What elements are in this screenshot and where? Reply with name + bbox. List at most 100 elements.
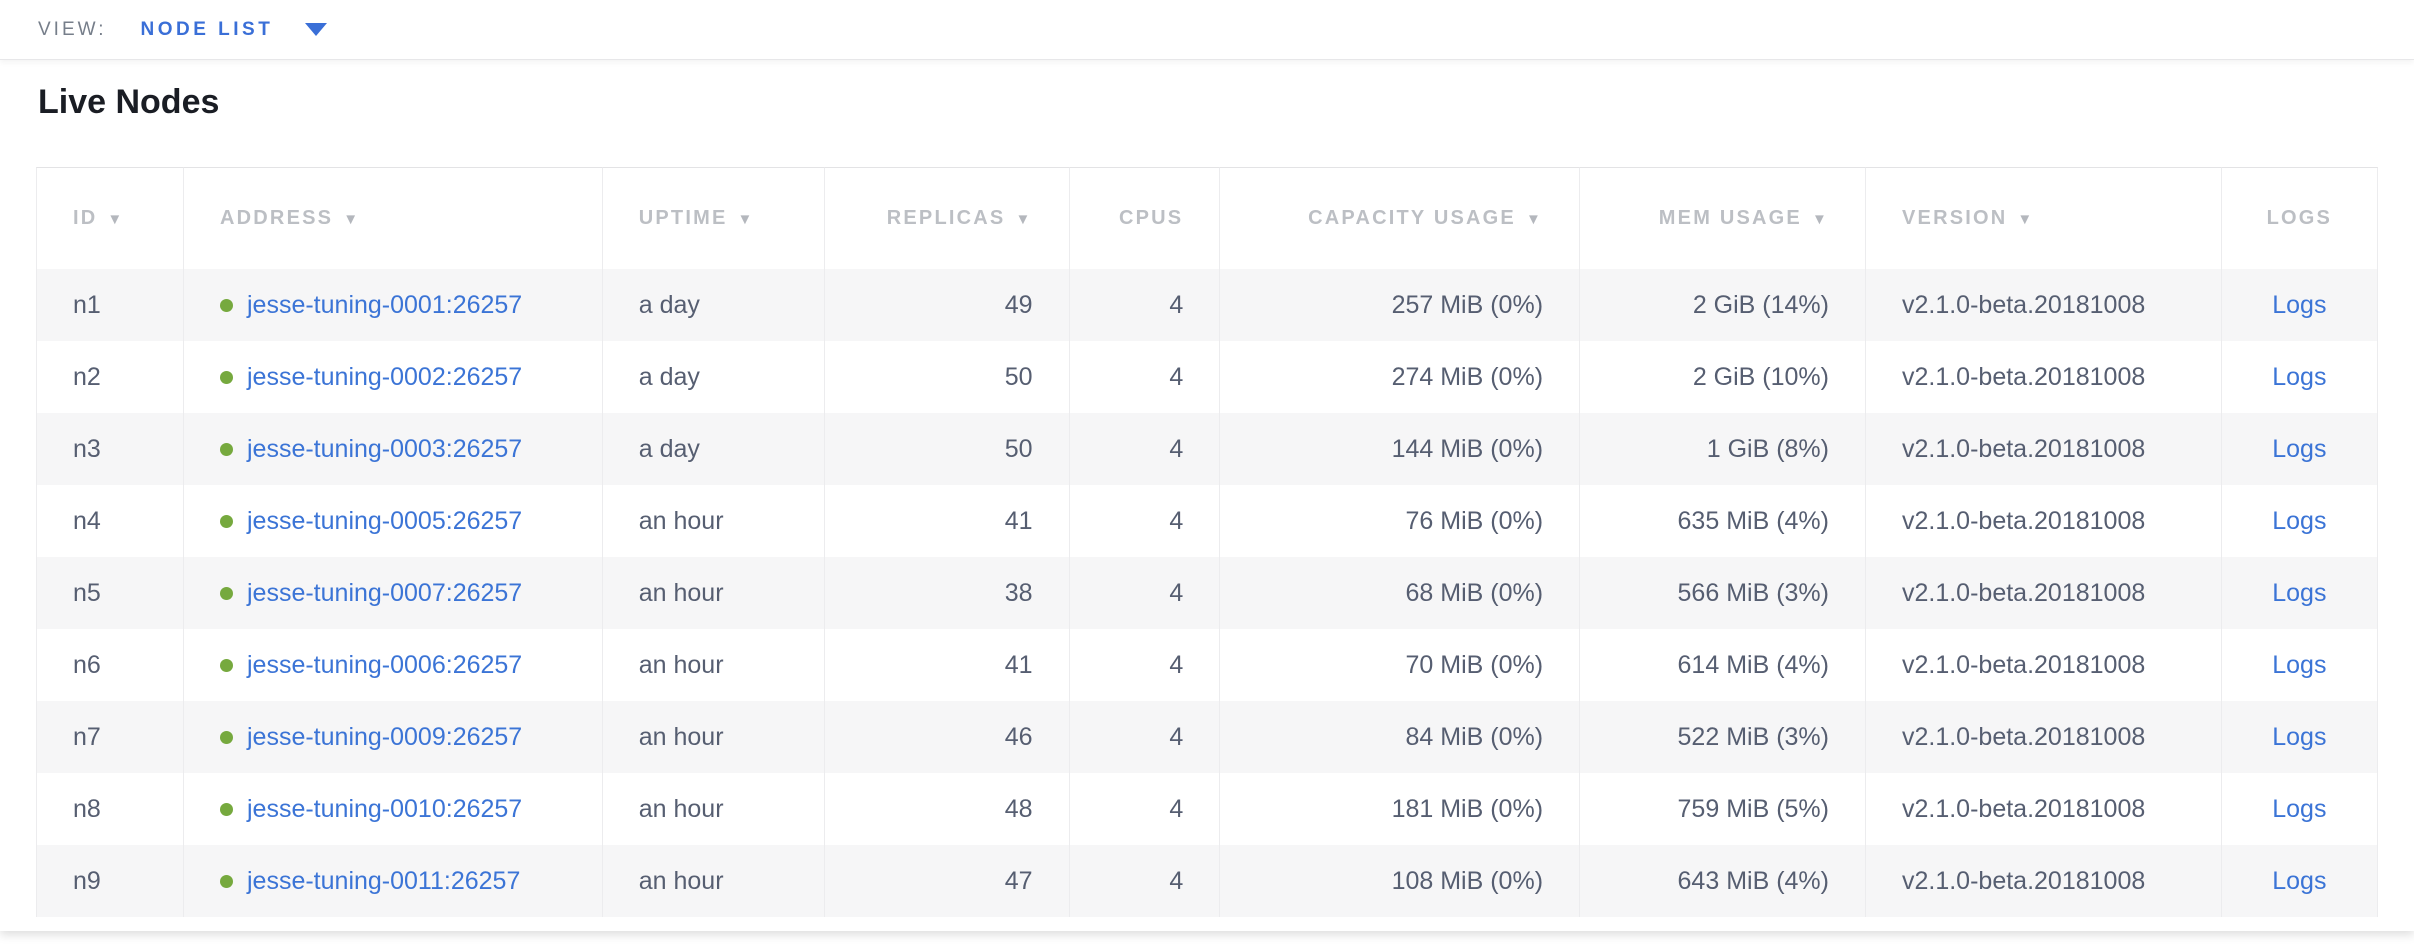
node-logs-cell: Logs [2221, 341, 2378, 413]
column-header-uptime[interactable]: UPTIME ▼ [602, 167, 825, 269]
logs-link[interactable]: Logs [2272, 506, 2327, 535]
node-address-link[interactable]: jesse-tuning-0009:26257 [247, 722, 523, 751]
logs-link[interactable]: Logs [2272, 794, 2327, 823]
view-dropdown[interactable]: NODE LIST [141, 19, 328, 41]
node-capacity-usage: 257 MiB (0%) [1391, 290, 1544, 319]
node-mem-usage: 643 MiB (4%) [1677, 866, 1829, 895]
sort-descending-icon: ▼ [1811, 211, 1829, 228]
table-header-row: ID ▼ ADDRESS ▼ UPTIME ▼ REPLICAS ▼ CPUS CAPACITY … [36, 167, 2378, 269]
column-header-address[interactable]: ADDRESS ▼ [184, 167, 603, 269]
node-logs-cell: Logs [2221, 485, 2378, 557]
logs-link[interactable]: Logs [2272, 650, 2327, 679]
view-dropdown-value[interactable]: NODE LIST [140, 18, 274, 40]
table-row: n5 jesse-tuning-0007:26257 an hour 38 4 … [36, 557, 2378, 629]
node-uptime-cell: an hour [602, 845, 825, 917]
node-address-cell: jesse-tuning-0003:26257 [184, 413, 603, 485]
node-id-cell: n4 [36, 485, 184, 557]
view-label: VIEW: [38, 18, 107, 40]
logs-link[interactable]: Logs [2272, 434, 2327, 463]
node-version: v2.1.0-beta.20181008 [1901, 866, 2146, 895]
node-address-cell: jesse-tuning-0011:26257 [184, 845, 603, 917]
node-capacity-usage-cell: 181 MiB (0%) [1220, 773, 1581, 845]
node-replicas-cell: 47 [824, 845, 1070, 917]
column-header-logs: LOGS [2221, 167, 2378, 269]
node-replicas: 50 [1004, 434, 1033, 463]
node-capacity-usage: 70 MiB (0%) [1405, 650, 1544, 679]
node-replicas-cell: 41 [824, 485, 1070, 557]
node-capacity-usage-cell: 108 MiB (0%) [1220, 845, 1581, 917]
logs-link[interactable]: Logs [2272, 362, 2327, 391]
node-mem-usage-cell: 522 MiB (3%) [1580, 701, 1866, 773]
node-version-cell: v2.1.0-beta.20181008 [1865, 629, 2222, 701]
column-header-mem[interactable]: MEM USAGE ▼ [1580, 167, 1866, 269]
node-capacity-usage-cell: 257 MiB (0%) [1220, 269, 1581, 341]
node-id-cell: n2 [36, 341, 184, 413]
node-mem-usage: 635 MiB (4%) [1677, 506, 1829, 535]
node-id-cell: n3 [36, 413, 184, 485]
logs-link[interactable]: Logs [2272, 722, 2327, 751]
node-uptime-cell: an hour [602, 485, 825, 557]
node-capacity-usage-cell: 144 MiB (0%) [1220, 413, 1581, 485]
node-cpus-cell: 4 [1069, 845, 1221, 917]
node-version: v2.1.0-beta.20181008 [1901, 290, 2146, 319]
node-cpus: 4 [1169, 650, 1184, 679]
node-mem-usage-cell: 643 MiB (4%) [1580, 845, 1866, 917]
node-version-cell: v2.1.0-beta.20181008 [1865, 773, 2222, 845]
node-address-link[interactable]: jesse-tuning-0011:26257 [247, 866, 521, 895]
node-address-link[interactable]: jesse-tuning-0002:26257 [247, 362, 523, 391]
column-header-replicas[interactable]: REPLICAS ▼ [824, 167, 1070, 269]
node-cpus: 4 [1169, 866, 1184, 895]
node-logs-cell: Logs [2221, 845, 2378, 917]
column-header-id[interactable]: ID ▼ [36, 167, 184, 269]
node-address-link[interactable]: jesse-tuning-0006:26257 [247, 650, 523, 679]
column-header-label: ID [73, 207, 98, 229]
node-replicas-cell: 41 [824, 629, 1070, 701]
node-version: v2.1.0-beta.20181008 [1901, 794, 2146, 823]
node-mem-usage: 2 GiB (14%) [1692, 290, 1829, 319]
node-logs-cell: Logs [2221, 629, 2378, 701]
node-address-cell: jesse-tuning-0010:26257 [184, 773, 603, 845]
node-id: n5 [73, 578, 101, 607]
logs-link[interactable]: Logs [2272, 290, 2327, 319]
column-header-capacity[interactable]: CAPACITY USAGE ▼ [1220, 167, 1581, 269]
node-uptime: a day [638, 290, 700, 319]
node-id: n7 [73, 722, 101, 751]
node-capacity-usage: 84 MiB (0%) [1405, 722, 1544, 751]
column-header-label: CPUS [1118, 207, 1184, 229]
node-capacity-usage-cell: 68 MiB (0%) [1220, 557, 1581, 629]
node-version: v2.1.0-beta.20181008 [1901, 434, 2146, 463]
column-header-label: UPTIME [638, 207, 728, 229]
node-version-cell: v2.1.0-beta.20181008 [1865, 485, 2222, 557]
node-cpus-cell: 4 [1069, 413, 1221, 485]
node-version-cell: v2.1.0-beta.20181008 [1865, 701, 2222, 773]
table-row: n8 jesse-tuning-0010:26257 an hour 48 4 … [36, 773, 2378, 845]
node-address-cell: jesse-tuning-0002:26257 [184, 341, 603, 413]
logs-link[interactable]: Logs [2272, 578, 2327, 607]
node-address-link[interactable]: jesse-tuning-0003:26257 [247, 434, 523, 463]
node-address-link[interactable]: jesse-tuning-0007:26257 [247, 578, 523, 607]
node-uptime-cell: a day [602, 269, 825, 341]
logs-link[interactable]: Logs [2272, 866, 2327, 895]
node-id-cell: n9 [36, 845, 184, 917]
node-address-link[interactable]: jesse-tuning-0005:26257 [247, 506, 523, 535]
sort-descending-icon: ▼ [343, 211, 361, 228]
node-address-link[interactable]: jesse-tuning-0001:26257 [247, 290, 523, 319]
node-cpus-cell: 4 [1069, 485, 1221, 557]
column-header-version[interactable]: VERSION ▼ [1865, 167, 2222, 269]
node-replicas-cell: 48 [824, 773, 1070, 845]
node-address-link[interactable]: jesse-tuning-0010:26257 [247, 794, 523, 823]
node-id: n2 [73, 362, 101, 391]
node-uptime-cell: a day [602, 413, 825, 485]
node-version-cell: v2.1.0-beta.20181008 [1865, 341, 2222, 413]
node-capacity-usage: 76 MiB (0%) [1405, 506, 1544, 535]
node-version-cell: v2.1.0-beta.20181008 [1865, 413, 2222, 485]
node-cpus: 4 [1169, 794, 1184, 823]
node-address-cell: jesse-tuning-0009:26257 [184, 701, 603, 773]
node-logs-cell: Logs [2221, 413, 2378, 485]
chevron-down-icon [305, 23, 328, 36]
node-mem-usage-cell: 635 MiB (4%) [1580, 485, 1866, 557]
node-uptime: a day [638, 434, 700, 463]
node-logs-cell: Logs [2221, 773, 2378, 845]
table-row: n2 jesse-tuning-0002:26257 a day 50 4 27… [36, 341, 2378, 413]
content-area: Live Nodes ID ▼ ADDRESS ▼ UPTIME ▼ REPLICAS ▼ CP… [0, 82, 2414, 917]
